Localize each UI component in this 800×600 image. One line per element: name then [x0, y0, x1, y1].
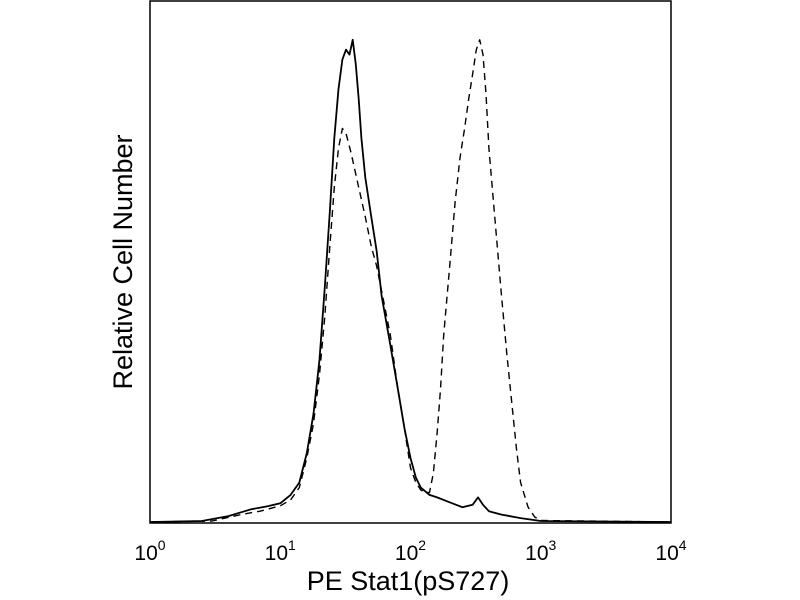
histogram-series-dashed: [149, 39, 672, 523]
x-tick-label: 103: [525, 537, 556, 565]
series-layer: [149, 38, 672, 523]
x-tick-label: 104: [655, 537, 686, 565]
x-tick-labels: 100 101 102 103 104: [134, 537, 686, 565]
x-tick-label: 102: [395, 537, 426, 565]
x-tick-label: 101: [265, 537, 296, 565]
histogram-series-solid: [149, 38, 672, 523]
plot-frame: [149, 0, 672, 524]
x-tick-label: 100: [134, 537, 165, 565]
y-axis-title: Relative Cell Number: [108, 134, 138, 389]
x-axis-title: PE Stat1(pS727): [307, 566, 510, 596]
